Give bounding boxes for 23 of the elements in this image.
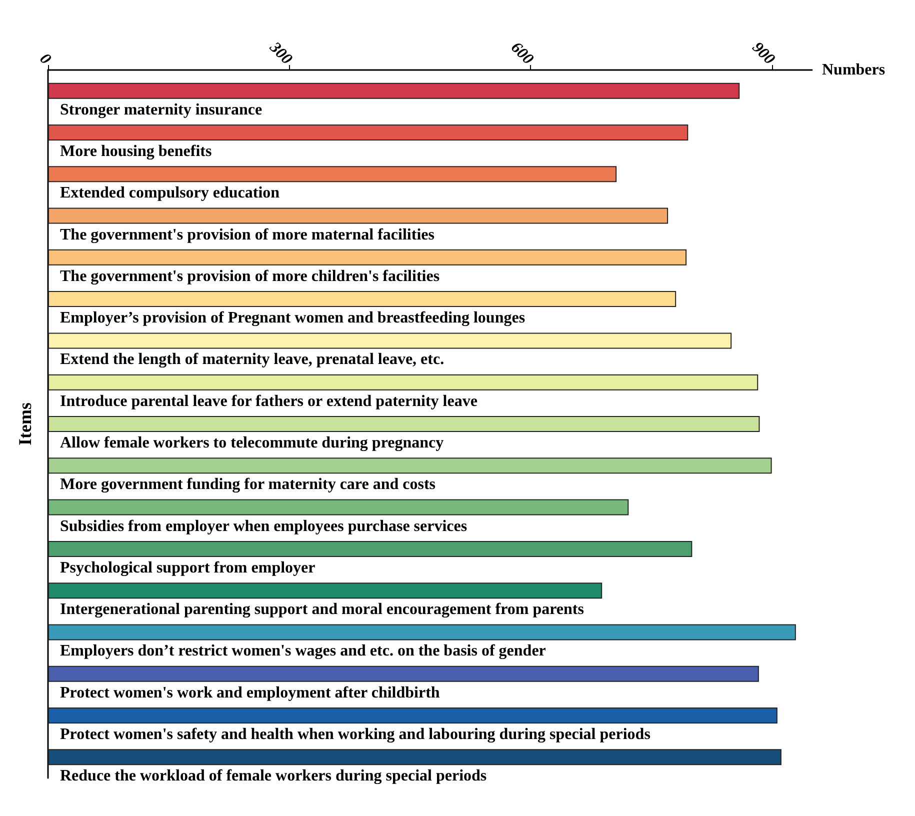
- y-tick-label: The government's provision of more children's facilities: [60, 268, 440, 285]
- y-tick-label: Psychological support from employer: [60, 559, 316, 576]
- y-tick-label: Extend the length of maternity leave, prenatal leave, etc.: [60, 351, 444, 368]
- y-tick-label: Allow female workers to telecommute during pregnancy: [60, 434, 444, 452]
- y-tick-label: Extended compulsory education: [60, 184, 280, 202]
- y-tick-label: Intergenerational parenting support and moral encouragement from parents: [60, 601, 584, 618]
- y-tick-label: Stronger maternity insurance: [60, 101, 262, 118]
- y-tick-label: More housing benefits: [60, 142, 212, 160]
- x-tick-label: 300: [266, 38, 296, 68]
- y-tick-label: More government funding for maternity care and costs: [60, 476, 436, 494]
- x-tick-label: 600: [508, 39, 537, 68]
- y-tick-label: Introduce parental leave for fathers or extend paternity leave: [60, 392, 478, 410]
- x-tick-label: 0: [36, 50, 54, 68]
- x-axis-title: Numbers: [822, 62, 886, 78]
- x-tick-label: 900: [748, 39, 778, 68]
- y-tick-label: Employers don’t restrict women's wages and etc. on the basis of gender: [60, 642, 546, 660]
- y-tick-label: Employer’s provision of Pregnant women and breastfeeding lounges: [60, 310, 526, 327]
- y-tick-label: Protect women's safety and health when working and labouring during special periods: [60, 726, 650, 744]
- y-tick-label: Protect women's work and employment after childbirth: [60, 684, 440, 702]
- y-axis-title: Items: [15, 402, 35, 446]
- y-tick-label: The government's provision of more maternal facilities: [60, 226, 434, 244]
- y-tick-label: Reduce the workload of female workers during special periods: [60, 768, 487, 785]
- y-tick-label: Subsidies from employer when employees purchase services: [60, 518, 468, 535]
